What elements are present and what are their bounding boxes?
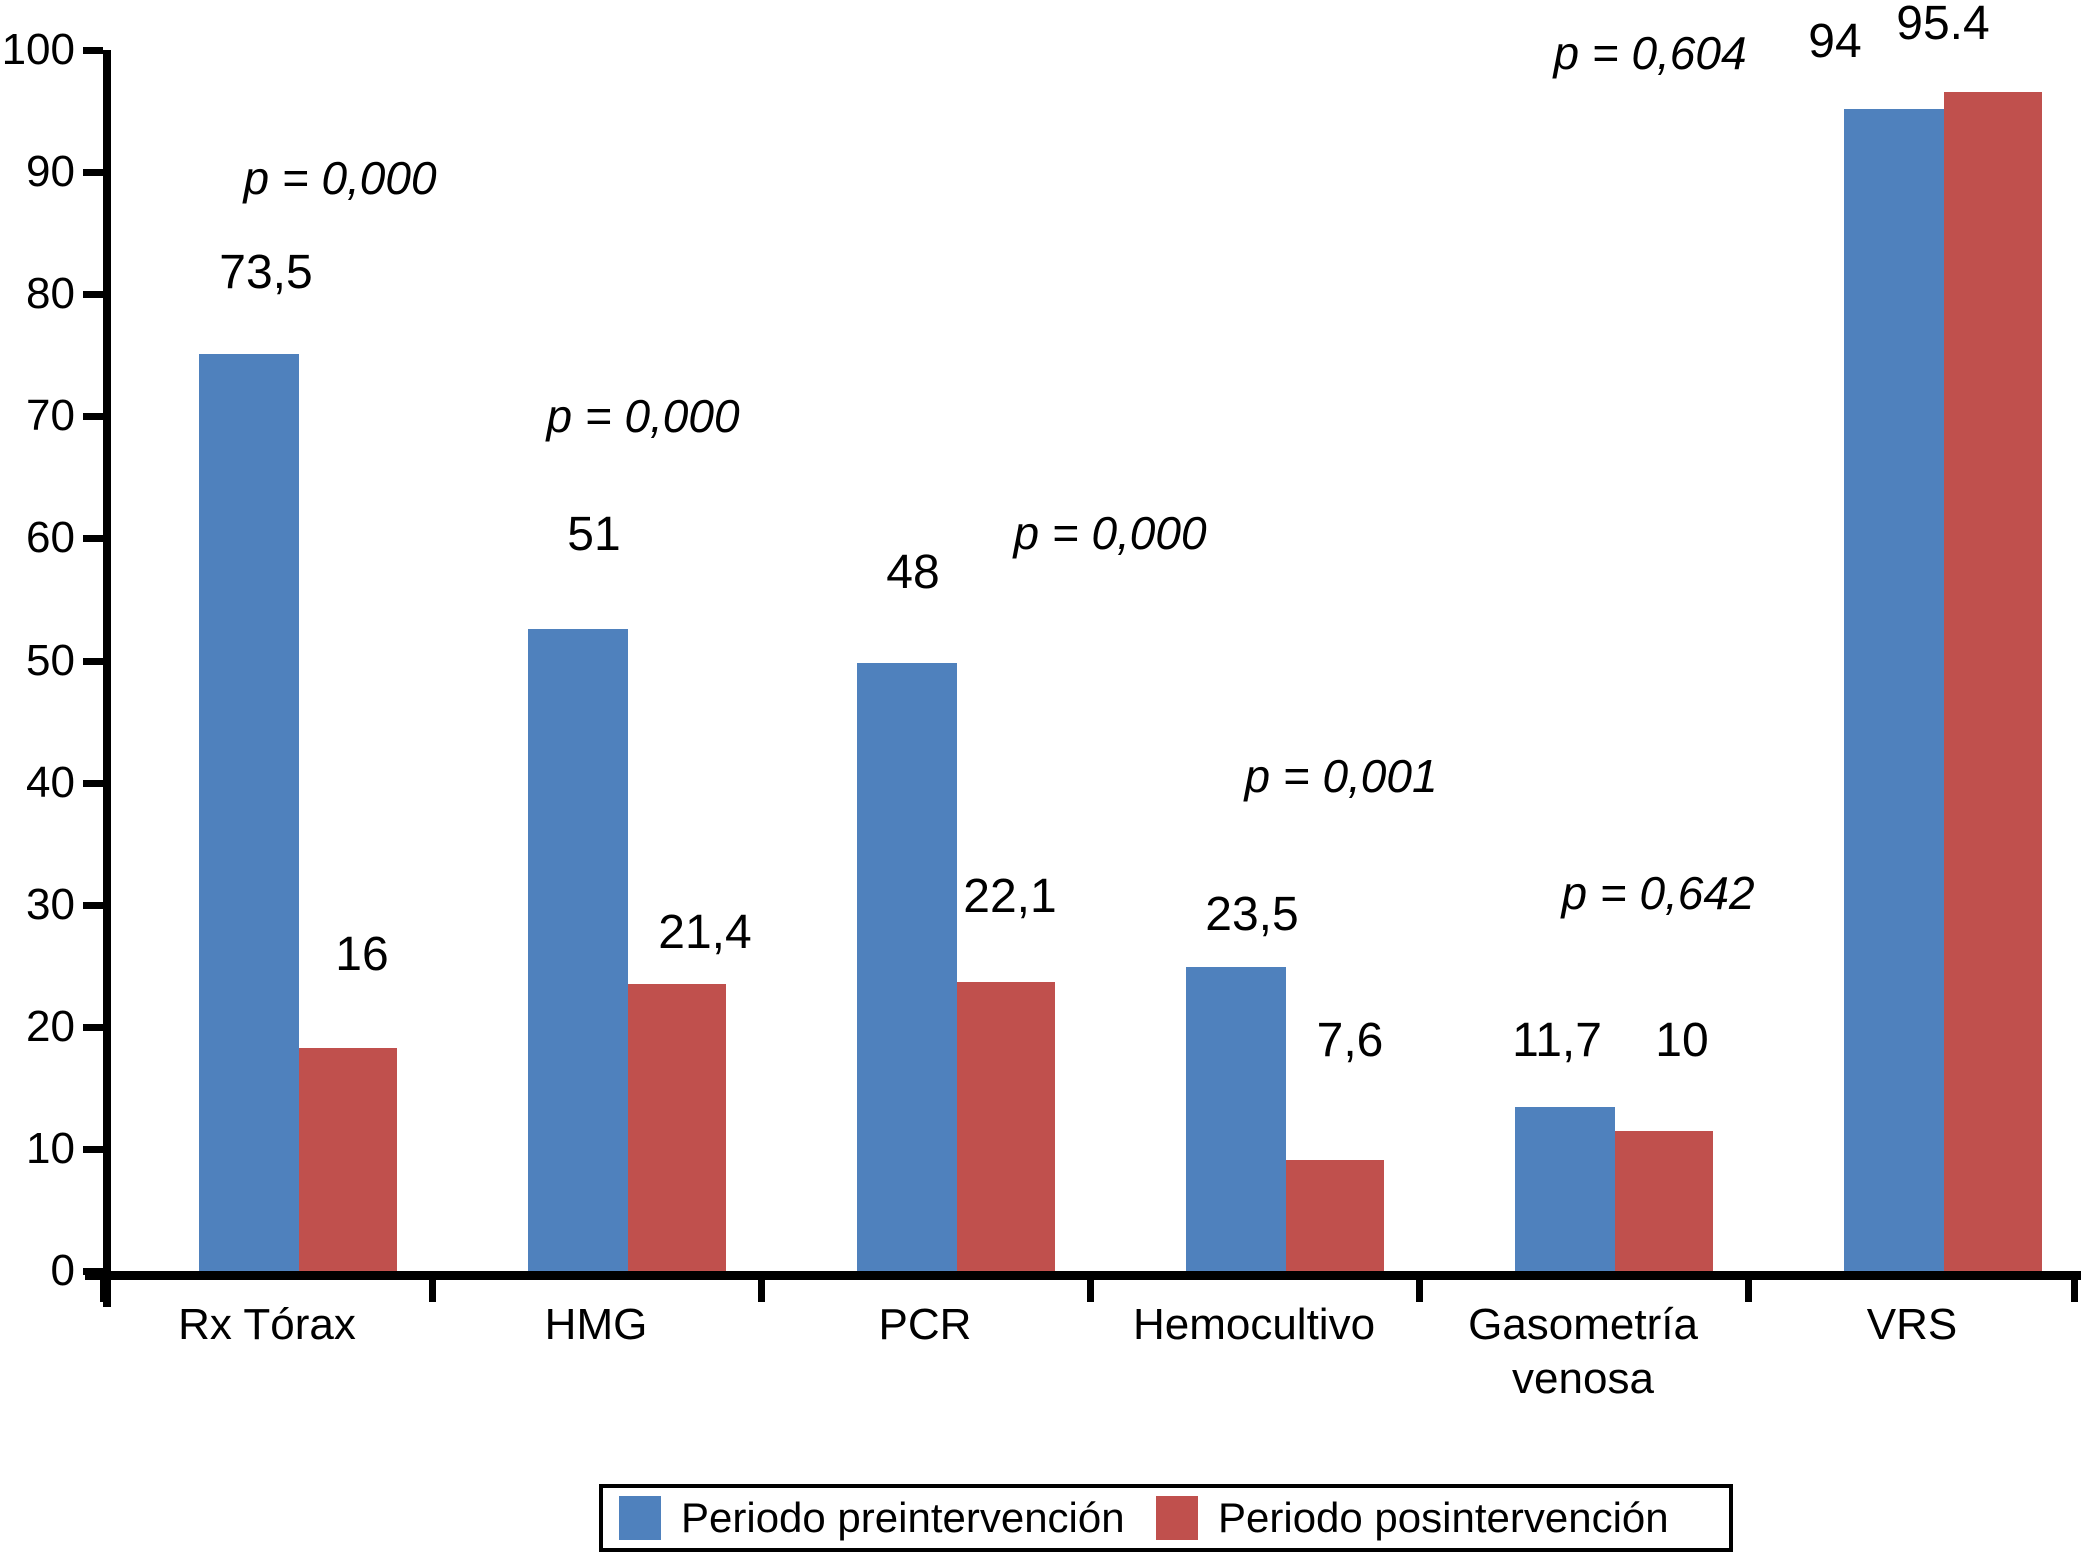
y-tick [83, 291, 103, 299]
legend-label-post: Periodo posintervención [1218, 1494, 1669, 1541]
y-tick-label: 80 [26, 269, 75, 319]
value-label-post-4: 7,6 [1316, 1014, 1384, 1067]
value-label-pre-4: 23,5 [1205, 888, 1299, 941]
y-tick-label: 20 [26, 1001, 75, 1051]
category-label-6: VRS [1866, 1300, 1958, 1349]
legend-swatch-post [1156, 1496, 1198, 1540]
y-tick [83, 779, 103, 787]
category-label-4: Hemocultivo [1132, 1300, 1376, 1349]
bar-post-6 [1944, 91, 2042, 1271]
value-label-post-2: 21,4 [658, 906, 752, 959]
y-tick-label: 60 [26, 513, 75, 563]
p-value-annotation-5: p = 0,642 [1561, 867, 1755, 919]
legend-label-pre: Periodo preintervención [681, 1494, 1125, 1541]
value-label-pre-6: 94 [1808, 15, 1862, 68]
y-tick [83, 1268, 103, 1275]
legend-entry-post: Periodo posintervención [1156, 1488, 1669, 1548]
bar-post-5 [1615, 1130, 1713, 1271]
value-label-post-1: 16 [335, 928, 389, 981]
x-tick [100, 1271, 107, 1302]
bar-pre-6 [1844, 108, 1944, 1271]
x-tick [1745, 1271, 1752, 1302]
p-value-annotation-6: p = 0,604 [1553, 27, 1747, 79]
y-axis [103, 50, 111, 1307]
legend-entry-pre: Periodo preintervención [619, 1488, 1125, 1548]
value-label-pre-3: 48 [886, 546, 940, 599]
y-tick-label: 30 [26, 879, 75, 929]
value-label-pre-2: 51 [567, 508, 621, 561]
bar-pre-1 [199, 354, 299, 1271]
category-label-3: PCR [878, 1300, 972, 1349]
bar-post-3 [957, 981, 1055, 1271]
legend-swatch-pre [619, 1496, 661, 1540]
value-label-post-5: 10 [1655, 1014, 1709, 1067]
bar-post-1 [299, 1047, 397, 1271]
bar-post-2 [628, 984, 726, 1271]
x-tick [2071, 1271, 2078, 1302]
y-tick [83, 1145, 103, 1153]
x-tick [1087, 1271, 1094, 1302]
y-tick [83, 1023, 103, 1031]
y-tick-label: 40 [26, 757, 75, 807]
p-value-annotation-2: p = 0,000 [546, 390, 740, 442]
bar-pre-2 [528, 628, 628, 1271]
bar-pre-4 [1186, 966, 1286, 1271]
x-tick [429, 1271, 436, 1302]
y-tick [83, 901, 103, 909]
y-tick-label: 70 [26, 391, 75, 441]
value-label-pre-1: 73,5 [219, 246, 313, 299]
bar-pre-5 [1515, 1107, 1615, 1271]
value-label-post-6: 95.4 [1896, 0, 1990, 50]
y-tick [83, 169, 103, 177]
bar-pre-3 [857, 662, 957, 1271]
p-value-annotation-1: p = 0,000 [243, 152, 437, 204]
x-tick [1416, 1271, 1423, 1302]
p-value-annotation-3: p = 0,000 [1013, 507, 1207, 559]
y-tick [83, 413, 103, 421]
x-axis [85, 1271, 2081, 1280]
category-label-1: Rx Tórax [178, 1300, 356, 1349]
category-label-5: Gasometría venosa [1468, 1300, 1698, 1403]
y-tick-label: 50 [26, 635, 75, 685]
y-tick-label: 90 [26, 147, 75, 197]
y-tick [83, 657, 103, 665]
x-tick [758, 1271, 765, 1302]
category-label-2: HMG [544, 1300, 648, 1349]
y-tick-label: 0 [50, 1246, 75, 1295]
bar-post-4 [1286, 1159, 1384, 1271]
value-label-post-3: 22,1 [963, 870, 1057, 923]
y-tick [83, 535, 103, 543]
p-value-annotation-4: p = 0,001 [1244, 750, 1438, 802]
legend: Periodo preintervención Periodo posinterv… [599, 1484, 1733, 1552]
y-tick [83, 47, 103, 54]
y-tick-label: 100 [1, 25, 75, 74]
value-label-pre-5: 11,7 [1512, 1014, 1602, 1067]
y-tick-label: 10 [26, 1123, 75, 1173]
